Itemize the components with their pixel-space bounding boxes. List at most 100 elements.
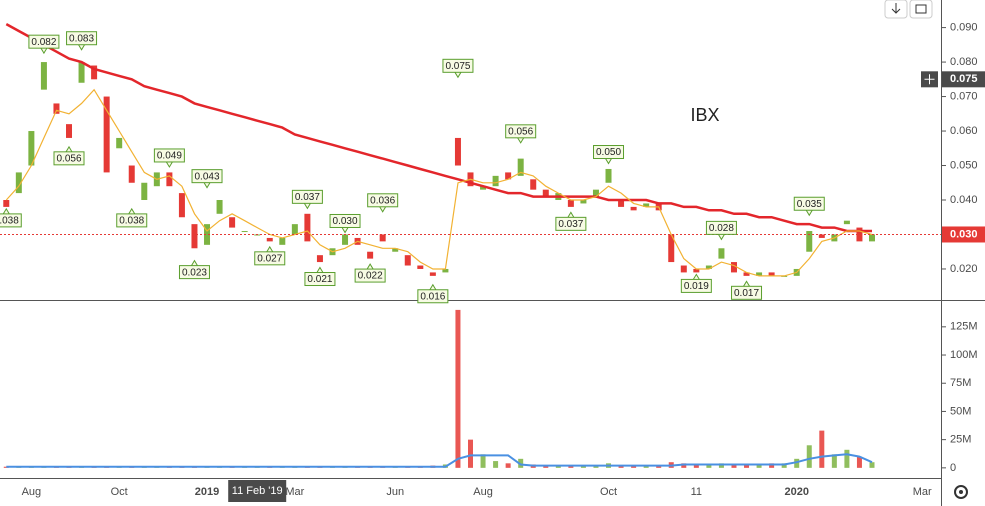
volume-bar — [580, 465, 586, 468]
crosshair-date-label: 11 Feb '19 — [232, 485, 283, 497]
candle-body — [680, 265, 687, 273]
price-annotation: 0.019 — [680, 273, 712, 293]
annotation-pointer — [40, 47, 48, 55]
candle-body — [66, 124, 73, 138]
gear-icon — [954, 485, 968, 499]
candle-body — [580, 200, 587, 204]
price-annotation: 0.082 — [28, 34, 60, 55]
price-annotation: 0.038 — [116, 207, 148, 228]
x-tick-label: 11 — [691, 486, 702, 498]
annotation-box — [191, 169, 223, 184]
y-tick-label: 0.080 — [950, 56, 978, 68]
candle-body — [103, 96, 110, 173]
annotation-pointer — [366, 263, 374, 270]
last-price-label: 0.030 — [950, 228, 978, 240]
candle-body — [605, 168, 612, 183]
candle-body — [480, 186, 487, 190]
volume-bar — [593, 465, 599, 468]
volume-bar — [618, 465, 624, 468]
volume-bar — [643, 465, 649, 468]
crosshair-price-box — [942, 71, 985, 88]
candle-body — [379, 234, 386, 242]
price-annotation: 0.036 — [367, 193, 399, 213]
candle-body — [743, 272, 750, 276]
moving-average-line — [5, 88, 873, 277]
volume-bar — [505, 463, 511, 468]
price-annotation: 0.056 — [505, 124, 537, 144]
price-annotation: 0.028 — [705, 220, 737, 241]
x-tick-label: 2019 — [195, 486, 219, 498]
annotation-label: 0.049 — [157, 151, 182, 162]
last-price-box — [942, 226, 985, 243]
candle-body — [3, 200, 10, 207]
candle-body — [15, 172, 22, 194]
candle-body — [705, 265, 712, 269]
volume-bar — [819, 430, 825, 468]
chart-title: IBX — [690, 105, 719, 125]
volume-bar — [856, 456, 862, 468]
y-tick-label: 0.090 — [950, 21, 978, 33]
volume-bar — [468, 439, 473, 468]
candle-body — [567, 200, 574, 207]
gear-center — [959, 490, 963, 494]
annotation-label: 0.083 — [69, 33, 94, 44]
candle-body — [316, 255, 323, 263]
candle-body — [367, 251, 374, 259]
annotation-pointer — [805, 209, 813, 217]
x-tick-label: Mar — [285, 486, 304, 498]
annotation-pointer — [191, 259, 198, 266]
annotation-pointer — [203, 182, 211, 189]
annotation-label: 0.036 — [370, 195, 395, 206]
candle-body — [229, 217, 236, 228]
candle-body — [693, 268, 700, 273]
annotation-label: 0.038 — [0, 216, 19, 227]
annotation-box — [793, 196, 825, 211]
annotation-label: 0.037 — [295, 192, 320, 203]
price-annotation: 0.023 — [178, 259, 210, 280]
volume-bar — [480, 454, 486, 468]
annotation-label: 0.082 — [31, 37, 56, 48]
volume-bar — [806, 445, 812, 468]
annotation-box — [417, 289, 449, 304]
candle-body — [53, 103, 60, 114]
candle-body — [166, 172, 173, 187]
volume-ma-line — [6, 453, 873, 468]
price-annotation: 0.030 — [329, 213, 361, 234]
annotation-label: 0.030 — [333, 216, 358, 227]
volume-bar — [693, 464, 699, 468]
volume-tick-label: 0 — [950, 462, 956, 474]
annotation-label: 0.038 — [119, 216, 144, 227]
y-tick-label: 0.050 — [950, 159, 978, 171]
volume-bar — [718, 463, 724, 468]
annotation-pointer — [454, 72, 462, 79]
settings-gear[interactable] — [954, 485, 968, 499]
volume-bar — [756, 464, 762, 468]
candle-body — [191, 224, 198, 249]
candle-body — [643, 203, 650, 207]
volume-tick-label: 75M — [950, 377, 971, 389]
annotation-pointer — [718, 234, 725, 241]
candle-body — [492, 175, 499, 187]
download-icon — [891, 3, 901, 14]
annotation-label: 0.035 — [797, 199, 822, 210]
annotation-box — [0, 213, 22, 228]
y-tick-label: 0.040 — [950, 194, 978, 206]
price-annotation: 0.075 — [442, 58, 474, 79]
toolbar — [884, 0, 933, 19]
annotation-pointer — [605, 158, 612, 165]
x-tick-label: Jun — [386, 486, 404, 498]
candle-body — [806, 231, 813, 252]
annotation-pointer — [743, 280, 750, 287]
candle-body — [279, 237, 286, 245]
candle-body — [392, 248, 399, 252]
candle-body — [28, 131, 35, 166]
price-annotation: 0.037 — [291, 189, 323, 210]
annotation-box — [731, 285, 763, 300]
candle-body — [404, 255, 411, 266]
reset-button[interactable] — [909, 0, 933, 19]
candle-body — [454, 137, 461, 166]
candle-body — [756, 272, 763, 276]
annotation-label: 0.023 — [182, 267, 207, 278]
annotation-box — [593, 145, 625, 160]
